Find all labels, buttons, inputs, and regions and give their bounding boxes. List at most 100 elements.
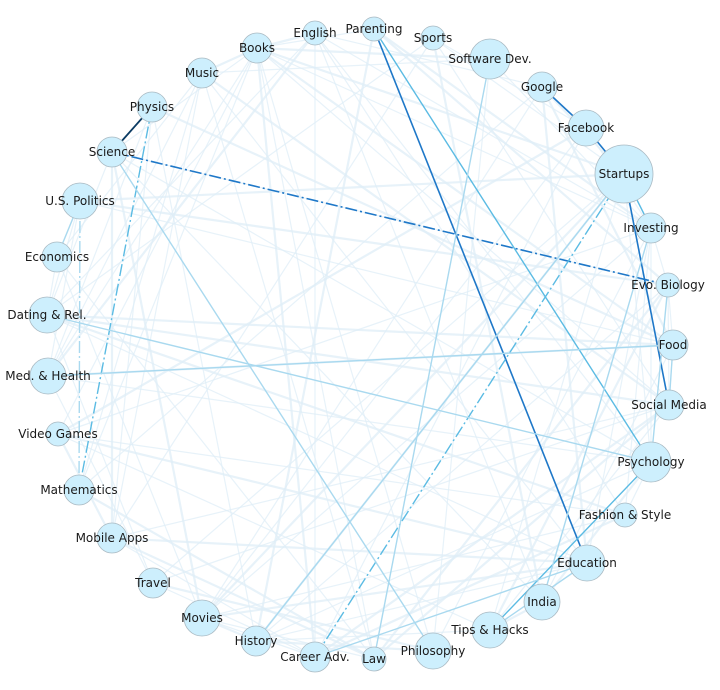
node-philosophy: Philosophy [401,632,466,670]
edge-science-evo-biology [111,151,669,286]
node-circle [568,544,606,582]
node-social-media: Social Media [631,389,707,421]
faint-edge [541,461,652,603]
faint-edge [623,173,652,463]
edge-physics-mathematics [78,106,153,491]
faint-edge [586,227,652,564]
faint-edge [111,404,670,539]
node-law: Law [361,646,387,672]
faint-edge [46,37,434,316]
node-label: Economics [25,250,89,264]
faint-edge [111,72,203,539]
node-circle [96,522,128,554]
faint-edge [57,227,652,435]
node-circle [630,441,672,483]
node-circle [612,502,638,528]
node-circle [240,625,272,657]
faint-edge [255,629,491,642]
node-circle [186,57,218,89]
node-label: English [293,26,336,40]
faint-edge [47,32,316,377]
edge-investing-india [541,227,652,603]
node-parenting: Parenting [346,16,402,42]
node-label: Med. & Health [5,369,91,383]
node-label: Food [659,338,688,352]
node-circle [41,241,73,273]
node-physics: Physics [130,91,174,123]
faint-edge [46,314,588,564]
node-circle [526,71,558,103]
faint-edge [255,639,434,653]
node-circle [471,611,509,649]
faint-edge [110,151,204,619]
node-label: Social Media [631,398,706,412]
faint-edge [152,173,625,584]
node-label: Mathematics [40,483,117,497]
node-us-politics: U.S. Politics [45,182,115,220]
faint-edge [47,200,81,377]
node-software-dev: Software Dev. [448,38,532,80]
faint-edge [46,313,674,347]
edge-psychology-tips-hacks [489,461,652,631]
node-english: English [293,20,337,46]
node-sports: Sports [414,25,452,51]
faint-edge [314,32,652,463]
faint-edge [201,617,375,660]
node-label: Mobile Apps [76,531,149,545]
node-history: History [235,625,277,657]
faint-edge [314,32,543,603]
node-label: Dating & Rel. [7,308,86,322]
node-circle [61,182,99,220]
node-label: India [527,595,556,609]
node-label: Law [362,652,386,666]
node-india: India [523,583,561,621]
faint-edge [201,86,543,619]
faint-edge [314,404,670,658]
node-education: Education [557,544,617,582]
node-label: Video Games [18,427,97,441]
node-label: Psychology [617,455,684,469]
faint-edge [314,32,626,516]
edge-startups-career-adv [314,173,625,658]
node-label: Google [521,80,563,94]
faint-edge [47,106,153,377]
node-label: Books [239,41,275,55]
node-label: Movies [181,611,223,625]
faint-edge [57,433,626,516]
node-label: Music [185,66,219,80]
node-label: Philosophy [401,644,466,658]
node-mathematics: Mathematics [40,474,118,506]
faint-edge [79,200,674,346]
faint-edge [256,47,434,652]
node-circle [594,144,654,204]
faint-edge [256,47,670,406]
faint-edge [255,562,588,642]
faint-edge [111,151,652,463]
faint-edge [57,47,258,435]
node-fashion-style: Fashion & Style [579,502,671,528]
node-google: Google [521,71,563,103]
faint-edge [256,46,491,61]
node-career-adv: Career Adv. [280,641,350,673]
faint-edge [57,432,588,565]
node-travel: Travel [134,567,171,599]
faint-edge [255,284,669,642]
edge-startups-social-media [623,173,670,406]
node-label: Career Adv. [280,650,350,664]
node-circle [635,212,667,244]
faint-edge [46,151,113,316]
node-label: Investing [623,221,678,235]
node-circle [469,38,511,80]
node-circle [241,32,273,64]
node-circle [45,421,71,447]
faint-edge [111,37,434,539]
faint-edge [152,581,434,653]
node-evo-biology: Evo. Biology [631,272,705,298]
node-circle [63,474,95,506]
node-label: Sports [414,31,452,45]
node-music: Music [185,57,219,89]
node-label: Science [89,145,136,159]
faint-edge [201,514,626,619]
edge-us-politics-mathematics [78,200,81,491]
